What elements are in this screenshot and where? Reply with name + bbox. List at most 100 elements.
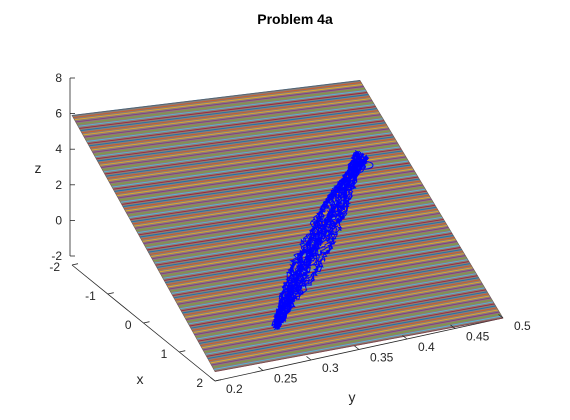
tick-mark (306, 356, 312, 361)
surface-stripe (133, 182, 422, 227)
surface-stripe (190, 277, 479, 329)
surface-stripe (178, 257, 467, 307)
surface-stripe (181, 261, 470, 312)
surface-stripe (151, 212, 441, 260)
surface-stripe (213, 315, 502, 370)
trajectory-line (271, 149, 374, 331)
z-tick-label: 4 (55, 142, 62, 156)
surface-stripe (94, 118, 384, 158)
surface-stripe (199, 291, 488, 344)
y-tick-label: 0.25 (274, 372, 298, 386)
surface-stripe (208, 307, 497, 362)
surface-stripe (126, 170, 415, 214)
z-tick-label: 6 (55, 107, 62, 121)
surface-stripe (80, 94, 369, 132)
surface-stripe (122, 164, 411, 208)
chart-title: Problem 4a (257, 11, 333, 27)
tick-mark (258, 366, 264, 371)
y-tick-label: 0.45 (466, 330, 490, 344)
surface-stripe (99, 126, 388, 166)
surface-stripe (207, 305, 496, 360)
surface-stripe (194, 283, 483, 336)
surface-stripe (132, 180, 421, 225)
surface-stripe (138, 190, 427, 236)
x-tick-label: -1 (85, 289, 96, 303)
trajectory-strand (276, 155, 367, 330)
surface-stripe (104, 134, 393, 175)
surface-stripe (142, 196, 431, 242)
tick-mark (498, 314, 504, 319)
z-tick-label: -2 (51, 249, 62, 263)
surface-stripe (185, 269, 474, 320)
surface-stripe (81, 96, 370, 134)
tick-mark (179, 350, 186, 353)
surface-stripe (109, 142, 398, 184)
surface-stripe (128, 174, 418, 218)
surface-stripe (193, 281, 482, 334)
z-tick-label: 8 (55, 71, 62, 85)
surface-stripe (204, 299, 493, 353)
tick-labels: -2 0 2 4 6 8 -2 -1 0 1 2 0.2 0.25 0.3 0.35 0.4 0.45 0.5 (49, 71, 531, 396)
tick-mark (450, 324, 456, 329)
surface-stripe (107, 138, 396, 179)
surface-stripe (96, 120, 385, 160)
y-tick-label: 0.5 (514, 319, 531, 333)
surface-stripe (205, 301, 494, 355)
surface-stripe (86, 104, 375, 142)
surface-stripe (144, 200, 433, 247)
trajectory-loop (350, 160, 364, 170)
surface-stripe (176, 253, 465, 303)
surface-stripe (170, 243, 459, 292)
surface-stripe (174, 251, 464, 301)
x-axis-label: x (137, 371, 144, 387)
z-tick-label: 2 (55, 178, 62, 192)
surface-stripe (141, 194, 430, 240)
x-tick-label: 1 (161, 347, 168, 361)
tick-mark (107, 292, 114, 295)
surface-stripe (200, 293, 489, 347)
surface-stripe (210, 309, 499, 364)
z-tick-label: 0 (55, 213, 62, 227)
surface-stripe (184, 267, 473, 318)
surface-stripe (90, 110, 379, 149)
y-tick-label: 0.3 (322, 361, 339, 375)
surface-stripe (88, 108, 378, 147)
surface-stripe (182, 263, 471, 314)
surface-stripe (79, 92, 368, 129)
surface-stripe (136, 186, 425, 231)
surface-stripe (85, 102, 374, 140)
surface-stripe (168, 241, 457, 290)
surface-stripe (167, 239, 456, 288)
surface-stripe (76, 88, 365, 125)
surface-stripe (131, 178, 420, 223)
surface-stripe (73, 82, 362, 119)
surface-stripe (150, 210, 439, 258)
surface-stripe (137, 188, 426, 234)
surface-stripe (153, 214, 442, 262)
surface-stripe (75, 86, 364, 123)
tick-mark (402, 335, 408, 340)
surface-stripe (173, 249, 462, 299)
tick-mark (210, 377, 216, 382)
surface-stripe (145, 202, 434, 249)
surface-plane (71, 80, 504, 373)
surface-stripe (74, 84, 363, 121)
surface-stripe (102, 130, 391, 171)
surface-stripe (189, 275, 478, 327)
surface-stripe (154, 216, 443, 264)
surface-stripe (211, 311, 500, 366)
y-axis-label: y (349, 389, 356, 405)
surface-stripe (191, 279, 481, 331)
surface-stripe (92, 114, 381, 153)
z-axis-label: z (35, 160, 42, 176)
surface-stripe (196, 287, 485, 340)
surface-stripe (97, 122, 386, 162)
surface-stripe (149, 208, 438, 255)
surface-stripe (125, 168, 414, 212)
surface-stripe (188, 273, 477, 325)
surface-stripe (134, 184, 424, 229)
surface-stripe (202, 297, 491, 351)
trajectory-strand (274, 152, 361, 328)
surface-stripe (195, 285, 484, 338)
